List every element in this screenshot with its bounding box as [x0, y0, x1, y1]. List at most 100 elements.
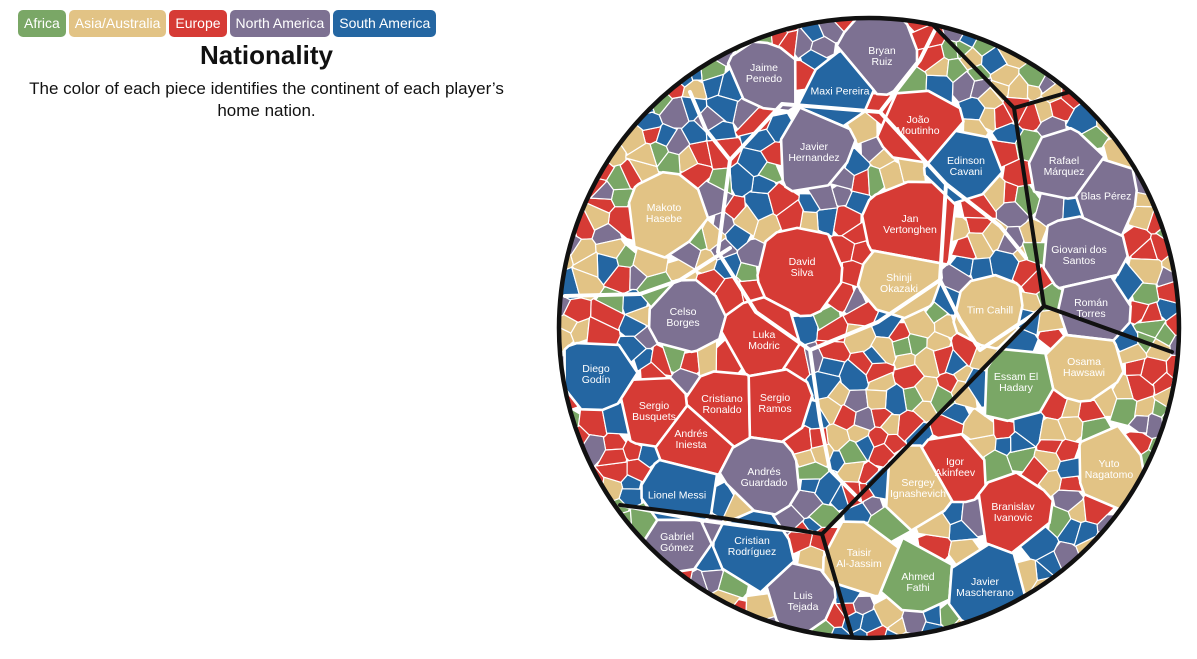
player-label: David Silva	[789, 256, 816, 279]
continent-legend: Africa Asia/Australia Europe North Ameri…	[18, 10, 437, 37]
filler-piece	[926, 331, 952, 352]
filler-piece	[1094, 530, 1179, 638]
player-label: Branislav Ivanovic	[991, 501, 1035, 524]
filler-piece	[1165, 354, 1179, 379]
player-label: Shinji Okazaki	[880, 272, 918, 295]
legend-south-america[interactable]: South America	[333, 10, 437, 37]
filler-piece	[1154, 322, 1177, 347]
panel-seam	[944, 182, 1028, 260]
filler-piece	[693, 598, 748, 638]
player-label: Diego Godín	[582, 363, 611, 386]
player-label: Blas Pérez	[1081, 191, 1132, 203]
filler-piece	[705, 94, 739, 124]
player-label: Celso Borges	[666, 306, 699, 329]
filler-piece	[559, 492, 614, 573]
filler-piece	[559, 18, 655, 118]
player-label: Giovani dos Santos	[1051, 244, 1106, 267]
filler-piece	[1127, 414, 1150, 434]
player-piece[interactable]	[1042, 215, 1130, 290]
filler-piece	[1165, 303, 1179, 336]
filler-piece	[650, 343, 673, 377]
player-label: Román Torres	[1074, 297, 1108, 320]
player-piece[interactable]	[627, 170, 710, 259]
filler-piece	[664, 589, 741, 638]
filler-piece	[907, 333, 928, 357]
player-label: João Moutinho	[896, 114, 939, 137]
panel-seam	[688, 90, 732, 162]
player-label: Makoto Hasebe	[646, 202, 682, 225]
player-label: Javier Mascherano	[956, 576, 1014, 599]
filler-piece	[559, 568, 694, 638]
panel-title: Nationality	[200, 40, 333, 70]
player-label: Jaime Penedo	[746, 62, 782, 85]
filler-piece	[843, 286, 867, 315]
nationality-voronoi-ball: Bryan Ruiz Jaime Penedo Maxi Pereira João Mout…	[556, 15, 1182, 641]
filler-piece	[946, 57, 969, 84]
filler-piece	[865, 389, 888, 410]
player-label: Lionel Messi	[648, 490, 706, 502]
filler-piece	[816, 314, 849, 343]
player-label: Rafael Márquez	[1044, 155, 1085, 178]
player-piece[interactable]	[856, 249, 944, 320]
filler-piece	[602, 432, 627, 451]
legend-asia-australia[interactable]: Asia/Australia	[68, 10, 167, 37]
panel-seam	[716, 102, 948, 352]
filler-piece	[939, 601, 961, 632]
filler-piece	[1095, 18, 1179, 140]
player-piece[interactable]	[860, 180, 957, 266]
legend-north-america[interactable]: North America	[229, 10, 331, 37]
player-label: Sergio Ramos	[758, 392, 791, 415]
filler-piece	[989, 63, 1020, 87]
player-piece[interactable]	[726, 40, 797, 113]
filler-piece	[1073, 520, 1099, 547]
filler-piece	[1075, 536, 1179, 638]
player-label: Luis Tejada	[788, 590, 819, 613]
filler-piece	[968, 18, 1014, 39]
player-piece[interactable]	[779, 106, 857, 193]
filler-piece	[665, 127, 691, 156]
filler-piece	[994, 436, 1012, 457]
player-label: Gabriel Gómez	[660, 531, 694, 554]
filler-piece	[632, 247, 669, 278]
filler-piece	[588, 18, 694, 88]
player-label: Osama Hawsawi	[1063, 356, 1105, 379]
player-piece[interactable]	[747, 368, 814, 444]
player-label: Andrés Guardado	[741, 466, 788, 489]
filler-piece	[1147, 434, 1179, 488]
legend-africa[interactable]: Africa	[18, 10, 66, 37]
panel-seam	[938, 278, 1042, 352]
player-piece[interactable]	[718, 435, 801, 516]
filler-piece	[559, 510, 634, 638]
player-label: Bryan Ruiz	[868, 45, 896, 68]
player-label: Andrés Iniesta	[674, 428, 707, 451]
panel-seam	[808, 348, 862, 502]
legend-europe[interactable]: Europe	[169, 10, 227, 37]
ball-outline	[556, 15, 1182, 641]
panel-description: The color of each piece identifies the c…	[29, 79, 504, 120]
filler-piece	[1039, 18, 1170, 86]
player-piece[interactable]	[1044, 333, 1125, 403]
ball-seam	[618, 503, 824, 536]
filler-piece	[867, 426, 889, 448]
player-piece[interactable]	[952, 273, 1024, 350]
filler-piece	[662, 18, 736, 68]
player-label: Essam El Hadary	[994, 371, 1038, 394]
filler-piece	[700, 569, 724, 596]
player-piece[interactable]	[1057, 275, 1133, 342]
filler-piece	[1033, 449, 1061, 472]
player-label: Taisir Al-Jassim	[836, 547, 882, 570]
filler-piece	[1060, 60, 1115, 110]
player-label: Tim Cahill	[967, 305, 1013, 317]
filler-piece	[562, 297, 592, 323]
filler-piece	[1132, 121, 1179, 200]
filler-piece	[1156, 266, 1179, 288]
panel-seam	[878, 28, 937, 114]
player-label: Yuto Nagatomo	[1085, 458, 1134, 481]
player-label: Cristian Rodríguez	[728, 535, 776, 558]
filler-piece	[846, 424, 871, 443]
player-label: Ahmed Fathi	[901, 571, 934, 594]
player-piece[interactable]	[875, 89, 965, 165]
filler-piece	[870, 336, 897, 366]
filler-piece	[729, 162, 755, 198]
player-piece[interactable]	[922, 129, 1004, 205]
